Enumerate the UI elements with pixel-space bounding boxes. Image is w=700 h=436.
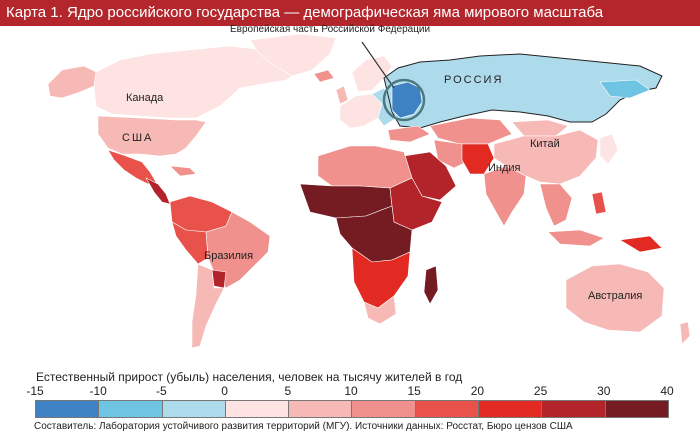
region-russia	[383, 53, 663, 129]
map-title: Карта 1. Ядро российского государства — …	[0, 0, 700, 26]
region-caribbean	[169, 165, 197, 177]
callout-label: Европейская часть Российской Федерации	[230, 24, 431, 35]
legend-segment	[605, 401, 668, 417]
region-kazakhstan	[429, 117, 513, 145]
region-european-russia	[391, 81, 423, 119]
legend-segment	[415, 401, 480, 417]
label-usa: США	[122, 132, 154, 144]
legend-tick-label: -15	[26, 384, 44, 398]
source-note: Составитель: Лаборатория устойчивого раз…	[34, 421, 573, 432]
legend-segment	[162, 401, 226, 417]
label-canada: Канада	[126, 92, 164, 104]
region-south-africa	[363, 295, 397, 325]
world-map: Европейская часть Российской Федерации Р…	[0, 24, 700, 366]
legend-segment	[99, 401, 163, 417]
legend-tick-label: 5	[284, 384, 292, 398]
region-central-america	[145, 177, 171, 205]
legend-segment	[352, 401, 416, 417]
legend-tick-label: 15	[407, 384, 421, 398]
region-alaska	[47, 65, 97, 99]
legend-caption: Естественный прирост (убыль) населения, …	[36, 370, 463, 384]
legend-segment	[225, 401, 290, 417]
legend-tick-label: -5	[156, 384, 167, 398]
region-madagascar	[423, 265, 439, 305]
region-andes	[171, 221, 209, 265]
callout-line	[361, 41, 395, 89]
region-russia-fareast	[599, 79, 651, 99]
region-iceland	[313, 69, 335, 83]
legend-segment	[36, 401, 100, 417]
callout-circle	[382, 78, 426, 122]
region-turkey	[387, 125, 431, 143]
region-north-africa	[317, 145, 413, 189]
region-scandinavia	[351, 55, 393, 93]
region-india	[483, 165, 527, 227]
region-southern-africa	[351, 247, 411, 309]
region-southeast-asia	[539, 183, 573, 227]
legend-tick-label: 40	[660, 384, 674, 398]
region-korea-japan	[599, 133, 619, 165]
region-papua	[619, 235, 663, 253]
legend-tick-label: -10	[89, 384, 107, 398]
region-china	[493, 129, 599, 185]
region-iran	[433, 139, 471, 169]
region-new-zealand	[679, 321, 691, 345]
region-australia	[565, 263, 665, 333]
label-china: Китай	[530, 138, 560, 150]
legend-segment	[542, 401, 606, 417]
region-indonesia	[547, 229, 605, 247]
label-brazil: Бразилия	[204, 250, 254, 262]
region-southern-cone	[191, 263, 225, 349]
region-usa	[97, 115, 207, 157]
world-map-svg	[47, 33, 691, 349]
region-philippines	[591, 191, 607, 215]
label-australia: Австралия	[588, 290, 643, 302]
label-russia: РОССИЯ	[444, 74, 504, 86]
legend-tick-label: 20	[470, 384, 485, 398]
legend-tick-label: 30	[597, 384, 611, 398]
label-india: Индия	[488, 162, 521, 174]
region-paraguay	[211, 269, 227, 289]
legend-tick-label: 10	[344, 384, 358, 398]
region-canada	[93, 45, 301, 119]
legend-tick-label: 0	[221, 384, 228, 398]
legend-segment	[289, 401, 353, 417]
region-mongolia	[511, 119, 569, 137]
legend-color-scale	[35, 400, 669, 418]
legend-segment	[479, 401, 543, 417]
region-uk	[335, 85, 349, 105]
legend-tick-label: 25	[533, 384, 548, 398]
region-greenland	[249, 33, 337, 77]
